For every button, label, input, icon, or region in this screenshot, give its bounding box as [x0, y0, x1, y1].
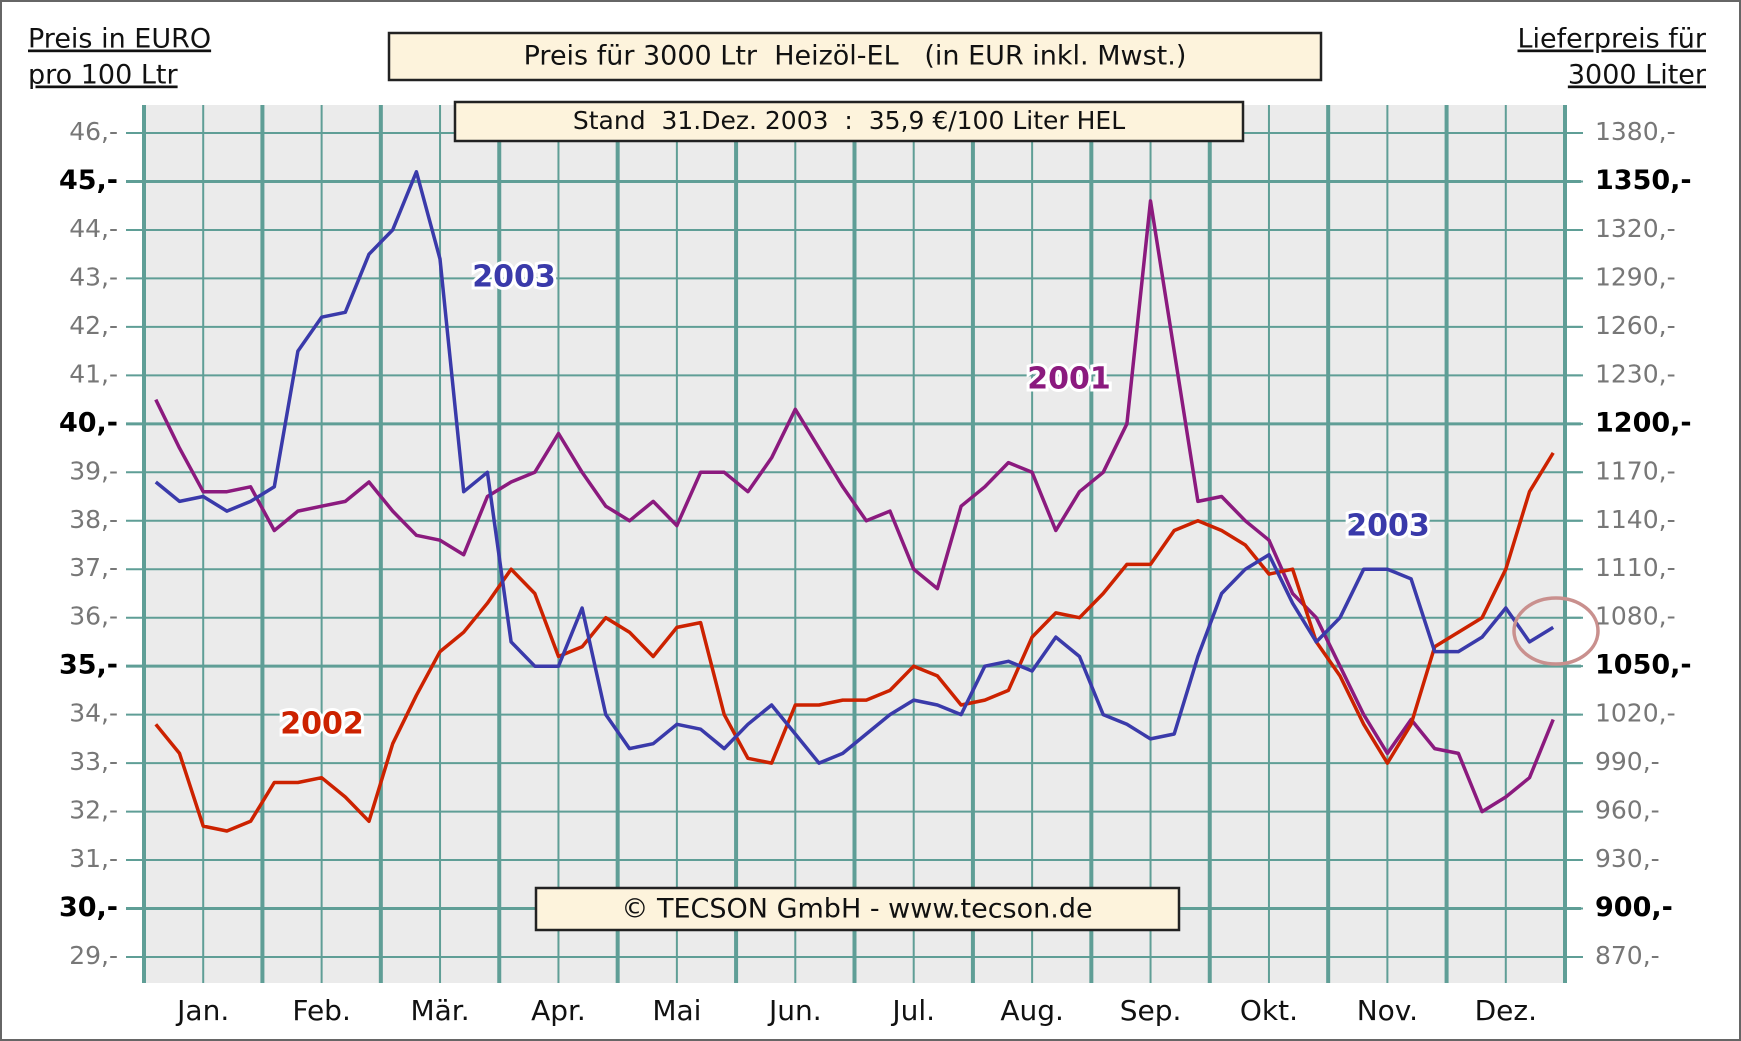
- x-tick-label: Feb.: [292, 994, 350, 1027]
- y-tick-label: 31,-: [69, 844, 118, 873]
- x-tick-label: Jan.: [175, 994, 229, 1027]
- y-tick-label: 33,-: [69, 747, 118, 776]
- series-line: [154, 451, 1555, 833]
- y-tick-label: 32,-: [69, 796, 118, 825]
- y-tick-label: 38,-: [69, 505, 118, 534]
- y2-tick-label: 1170,-: [1595, 456, 1676, 485]
- x-tick-label: Okt.: [1240, 994, 1298, 1027]
- y-tick-label: 45,-: [59, 165, 118, 196]
- y-tick-label: 34,-: [69, 699, 118, 728]
- credit: © TECSON GmbH - www.tecson.de: [621, 894, 1092, 925]
- y-tick-label: 43,-: [69, 262, 118, 291]
- title-box: [387, 31, 1323, 82]
- series-line: [154, 170, 1555, 765]
- lines: [154, 170, 1555, 833]
- y2-tick-label: 900,-: [1595, 892, 1673, 923]
- y2-tick-label: 1110,-: [1595, 553, 1676, 582]
- y2-tick-label: 1020,-: [1595, 699, 1676, 728]
- y2-tick-label: 930,-: [1595, 844, 1660, 873]
- x-tick-label: Nov.: [1357, 994, 1418, 1027]
- y-tick-label: 39,-: [69, 456, 118, 485]
- y2-tick-label: 1200,-: [1595, 407, 1692, 438]
- y2-tick-label: 1230,-: [1595, 359, 1676, 388]
- x-tick-label: Dez.: [1475, 994, 1537, 1027]
- x-tick-label: Jun.: [767, 994, 822, 1027]
- chart-subtitle: Stand 31.Dez. 2003 : 35,9 €/100 Liter HE…: [573, 106, 1125, 135]
- y-tick-label: 35,-: [59, 650, 118, 681]
- y-tick-label: 37,-: [69, 553, 118, 582]
- series-label: 2001: [1027, 362, 1111, 397]
- grid: [126, 105, 1583, 983]
- chart-title: Preis für 3000 Ltr Heizöl-EL (in EUR ink…: [524, 41, 1187, 72]
- x-tick-label: Mai: [652, 994, 701, 1027]
- y-tick-label: 30,-: [59, 892, 118, 923]
- y-tick-label: 41,-: [69, 359, 118, 388]
- x-tick-label: Sep.: [1120, 994, 1182, 1027]
- y2-tick-label: 1290,-: [1595, 262, 1676, 291]
- y-tick-label: 42,-: [69, 311, 118, 340]
- y2-tick-label: 870,-: [1595, 941, 1660, 970]
- y2-tick-label: 960,-: [1595, 796, 1660, 825]
- highlight-circle: [1512, 596, 1600, 666]
- series-label: 2003: [472, 260, 556, 295]
- left-axis-title: Preis in EURO: [28, 24, 211, 55]
- y-tick-label: 44,-: [69, 214, 118, 243]
- y2-tick-label: 1320,-: [1595, 214, 1676, 243]
- x-tick-label: Jul.: [890, 994, 935, 1027]
- y-tick-label: 29,-: [69, 941, 118, 970]
- y2-tick-label: 1350,-: [1595, 165, 1692, 196]
- y2-tick-label: 1140,-: [1595, 505, 1676, 534]
- series-line: [154, 199, 1555, 814]
- y2-tick-label: 1050,-: [1595, 650, 1692, 681]
- y2-tick-label: 1080,-: [1595, 602, 1676, 631]
- x-tick-label: Mär.: [410, 994, 469, 1027]
- y-tick-label: 40,-: [59, 407, 118, 438]
- left-axis-title: pro 100 Ltr: [28, 60, 178, 91]
- annotation: 2003: [1346, 509, 1430, 544]
- subtitle-box: [453, 100, 1245, 143]
- series-label: 2002: [280, 707, 364, 742]
- y-tick-label: 46,-: [69, 117, 118, 146]
- x-tick-label: Apr.: [531, 994, 586, 1027]
- credit-box: [534, 886, 1181, 932]
- y2-tick-label: 1260,-: [1595, 311, 1676, 340]
- right-axis-title: 3000 Liter: [1568, 60, 1707, 91]
- right-axis-title: Lieferpreis für: [1518, 24, 1707, 55]
- x-tick-label: Aug.: [1000, 994, 1064, 1027]
- y-tick-label: 36,-: [69, 602, 118, 631]
- y2-tick-label: 990,-: [1595, 747, 1660, 776]
- y2-tick-label: 1380,-: [1595, 117, 1676, 146]
